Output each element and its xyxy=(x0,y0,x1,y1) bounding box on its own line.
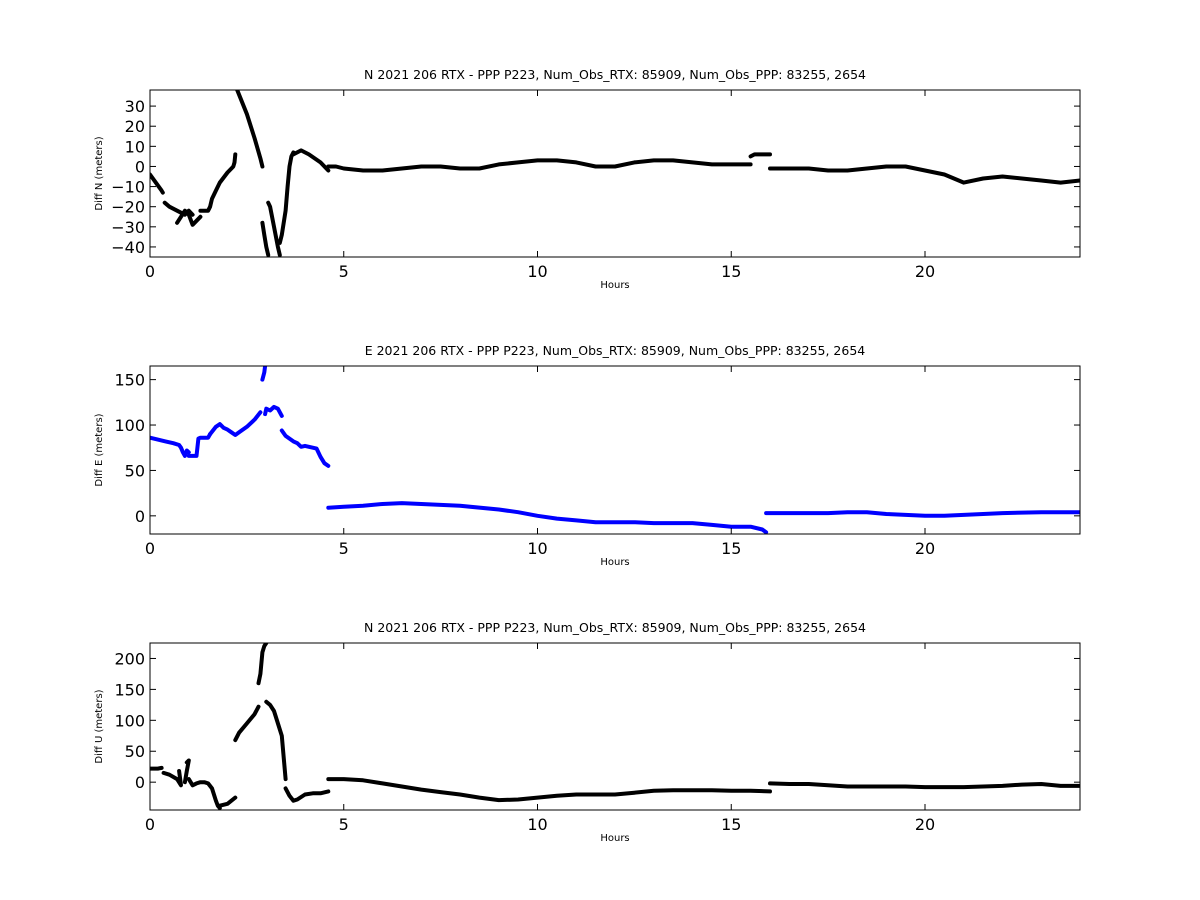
series-segment xyxy=(279,428,331,468)
y-tick-label: 100 xyxy=(114,711,145,730)
series-segment xyxy=(161,769,183,788)
series-segment xyxy=(150,765,164,771)
series-segment xyxy=(326,501,769,534)
series-segment xyxy=(208,410,263,437)
x-tick-label: 0 xyxy=(145,539,155,558)
series-segment xyxy=(217,795,238,808)
series-segment xyxy=(162,200,195,217)
series-segment xyxy=(175,208,203,227)
series-segment xyxy=(233,704,261,743)
series-segment xyxy=(150,172,165,195)
x-axis-label: Hours xyxy=(600,280,629,291)
y-tick-label: 150 xyxy=(114,371,145,390)
x-tick-label: 5 xyxy=(339,262,349,281)
subplot-title: E 2021 206 RTX - PPP P223, Num_Obs_RTX: … xyxy=(365,343,866,358)
series-segment xyxy=(764,510,1080,518)
y-tick-label: 50 xyxy=(125,461,145,480)
series-segment xyxy=(186,777,222,810)
x-tick-label: 20 xyxy=(915,539,935,558)
series-segment xyxy=(326,158,753,173)
y-tick-label: 200 xyxy=(114,649,145,668)
series-segment xyxy=(264,699,288,782)
series-segment xyxy=(235,90,265,169)
data-area xyxy=(150,643,1080,810)
series-segment xyxy=(186,432,213,458)
series-segment xyxy=(263,404,284,418)
x-tick-label: 15 xyxy=(721,539,741,558)
x-tick-label: 10 xyxy=(527,815,547,834)
y-axis-label: Diff N (meters) xyxy=(94,136,105,210)
y-tick-label: 10 xyxy=(125,137,145,156)
subplot-title: N 2021 206 RTX - PPP P223, Num_Obs_RTX: … xyxy=(364,67,866,82)
series-segment xyxy=(283,786,331,803)
y-tick-label: 0 xyxy=(135,157,145,176)
x-tick-label: 0 xyxy=(145,815,155,834)
y-tick-label: 30 xyxy=(125,97,145,116)
x-tick-label: 10 xyxy=(527,262,547,281)
series-segment xyxy=(326,777,772,803)
y-tick-label: −10 xyxy=(111,178,145,197)
series-segment xyxy=(260,220,271,257)
plot-frame xyxy=(149,642,1081,811)
plot-frame xyxy=(149,89,1081,258)
x-tick-label: 10 xyxy=(527,539,547,558)
series-segment xyxy=(277,150,296,245)
x-tick-label: 5 xyxy=(339,539,349,558)
y-tick-label: 100 xyxy=(114,416,145,435)
series-segment xyxy=(266,200,282,257)
y-tick-label: −40 xyxy=(111,238,145,257)
series-segment xyxy=(291,148,331,173)
series-segment xyxy=(198,152,238,213)
series-segment xyxy=(748,152,772,159)
subplot-diff-e: E 2021 206 RTX - PPP P223, Num_Obs_RTX: … xyxy=(94,343,1081,568)
y-tick-label: −30 xyxy=(111,218,145,237)
subplot-title: N 2021 206 RTX - PPP P223, Num_Obs_RTX: … xyxy=(364,620,866,635)
y-axis-label: Diff E (meters) xyxy=(94,413,105,486)
x-axis-label: Hours xyxy=(600,833,629,844)
series-segment xyxy=(260,366,268,382)
y-tick-label: 0 xyxy=(135,507,145,526)
y-tick-label: 50 xyxy=(125,742,145,761)
series-segment xyxy=(256,643,269,686)
y-tick-label: 20 xyxy=(125,117,145,136)
x-tick-label: 15 xyxy=(721,815,741,834)
x-tick-label: 5 xyxy=(339,815,349,834)
y-axis-label: Diff U (meters) xyxy=(94,689,105,763)
x-tick-label: 20 xyxy=(915,262,935,281)
y-tick-label: 0 xyxy=(135,773,145,792)
subplot-diff-u: N 2021 206 RTX - PPP P223, Num_Obs_RTX: … xyxy=(94,620,1081,844)
data-area xyxy=(150,90,1080,257)
x-tick-label: 20 xyxy=(915,815,935,834)
y-tick-label: −20 xyxy=(111,198,145,217)
y-tick-label: 150 xyxy=(114,680,145,699)
series-segment xyxy=(182,758,191,785)
x-axis-label: Hours xyxy=(600,557,629,568)
x-tick-label: 15 xyxy=(721,262,741,281)
data-area xyxy=(150,366,1080,534)
x-tick-label: 0 xyxy=(145,262,155,281)
subplot-diff-n: N 2021 206 RTX - PPP P223, Num_Obs_RTX: … xyxy=(94,67,1081,291)
series-segment xyxy=(768,781,1080,790)
plot-frame xyxy=(149,365,1081,535)
series-segment xyxy=(150,435,191,458)
series-segment xyxy=(768,164,1080,185)
